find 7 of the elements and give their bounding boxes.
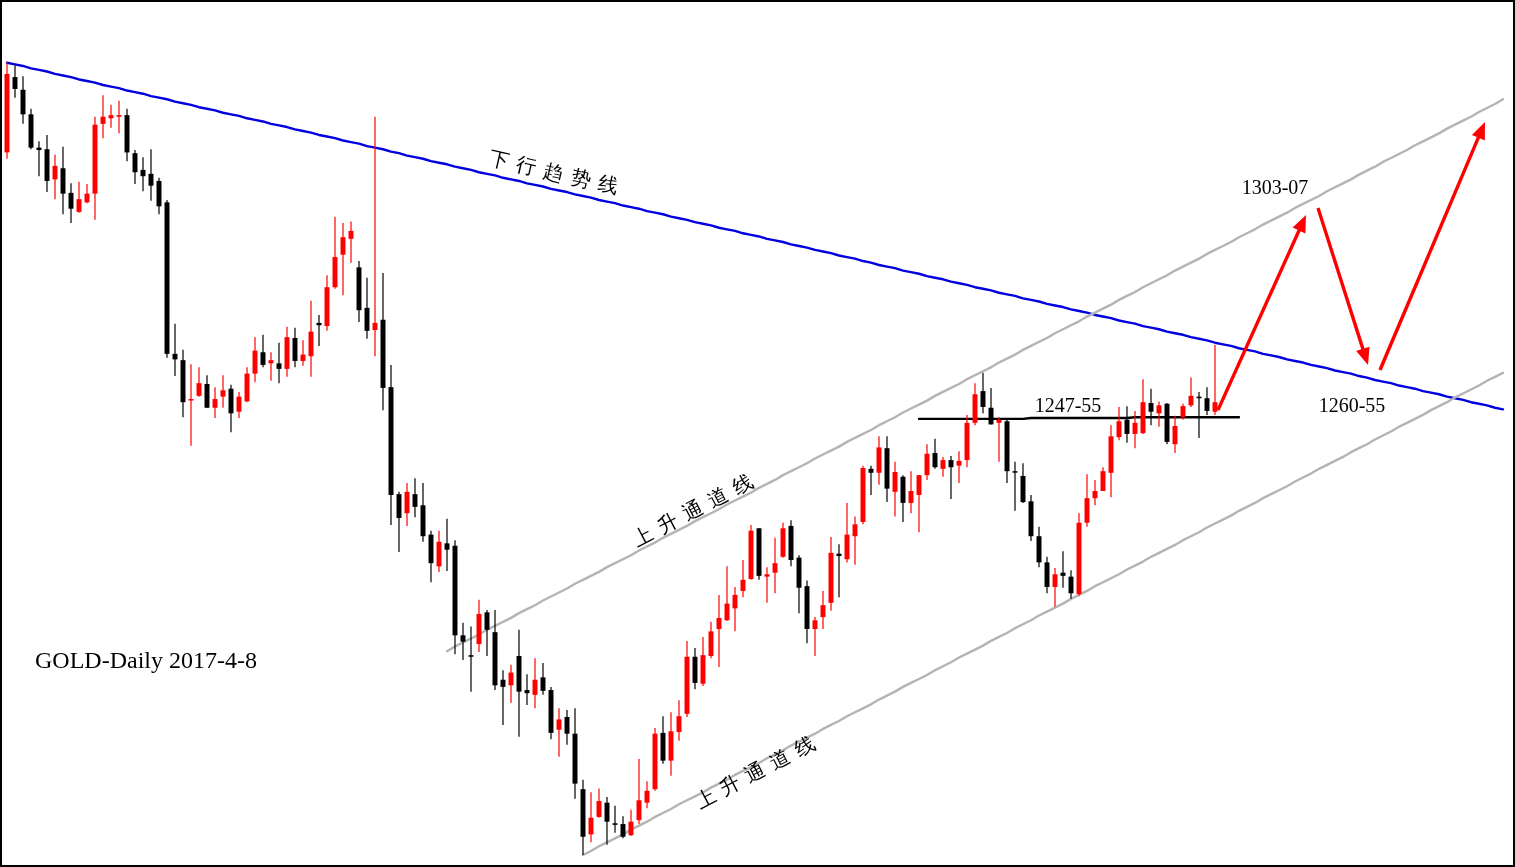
text: 上升通道线 [629, 465, 764, 551]
text: 下行趋势线 [486, 146, 629, 200]
annotation: GOLD-Daily 2017-4-8 [35, 646, 257, 673]
annotation: 1247-55 [1034, 393, 1102, 416]
text: 上升通道线 [691, 728, 826, 813]
annotation: 1303-07 [1241, 175, 1309, 198]
annotation: 1260-55 [1318, 393, 1386, 416]
